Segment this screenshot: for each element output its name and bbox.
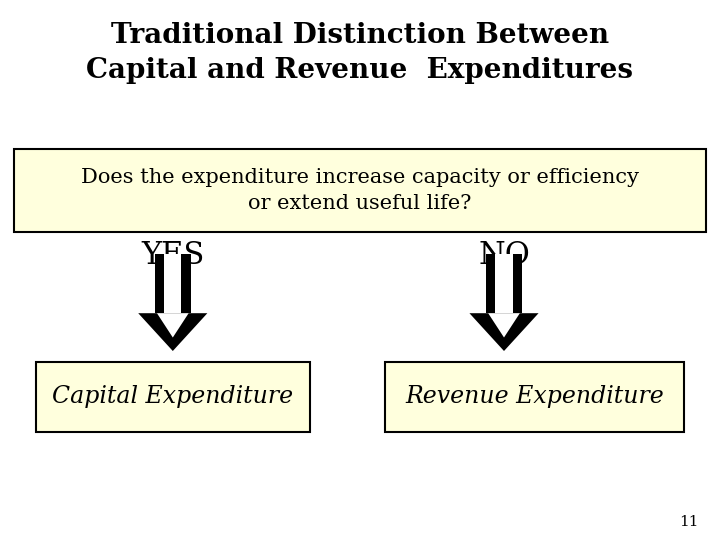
Polygon shape	[488, 313, 520, 338]
FancyBboxPatch shape	[36, 362, 310, 432]
Text: Capital Expenditure: Capital Expenditure	[53, 386, 293, 408]
Polygon shape	[157, 313, 189, 338]
Bar	[495, 254, 513, 313]
Text: Does the expenditure increase capacity or efficiency
or extend useful life?: Does the expenditure increase capacity o…	[81, 167, 639, 213]
Text: Traditional Distinction Between
Capital and Revenue  Expenditures: Traditional Distinction Between Capital …	[86, 22, 634, 84]
Text: YES: YES	[141, 240, 204, 271]
Bar	[164, 254, 181, 313]
Polygon shape	[138, 313, 207, 351]
Bar	[155, 254, 191, 313]
Text: NO: NO	[478, 240, 530, 271]
Polygon shape	[469, 313, 539, 351]
FancyBboxPatch shape	[14, 148, 706, 232]
Text: Revenue Expenditure: Revenue Expenditure	[405, 386, 664, 408]
FancyBboxPatch shape	[385, 362, 684, 432]
Bar	[486, 254, 522, 313]
Text: 11: 11	[679, 515, 698, 529]
